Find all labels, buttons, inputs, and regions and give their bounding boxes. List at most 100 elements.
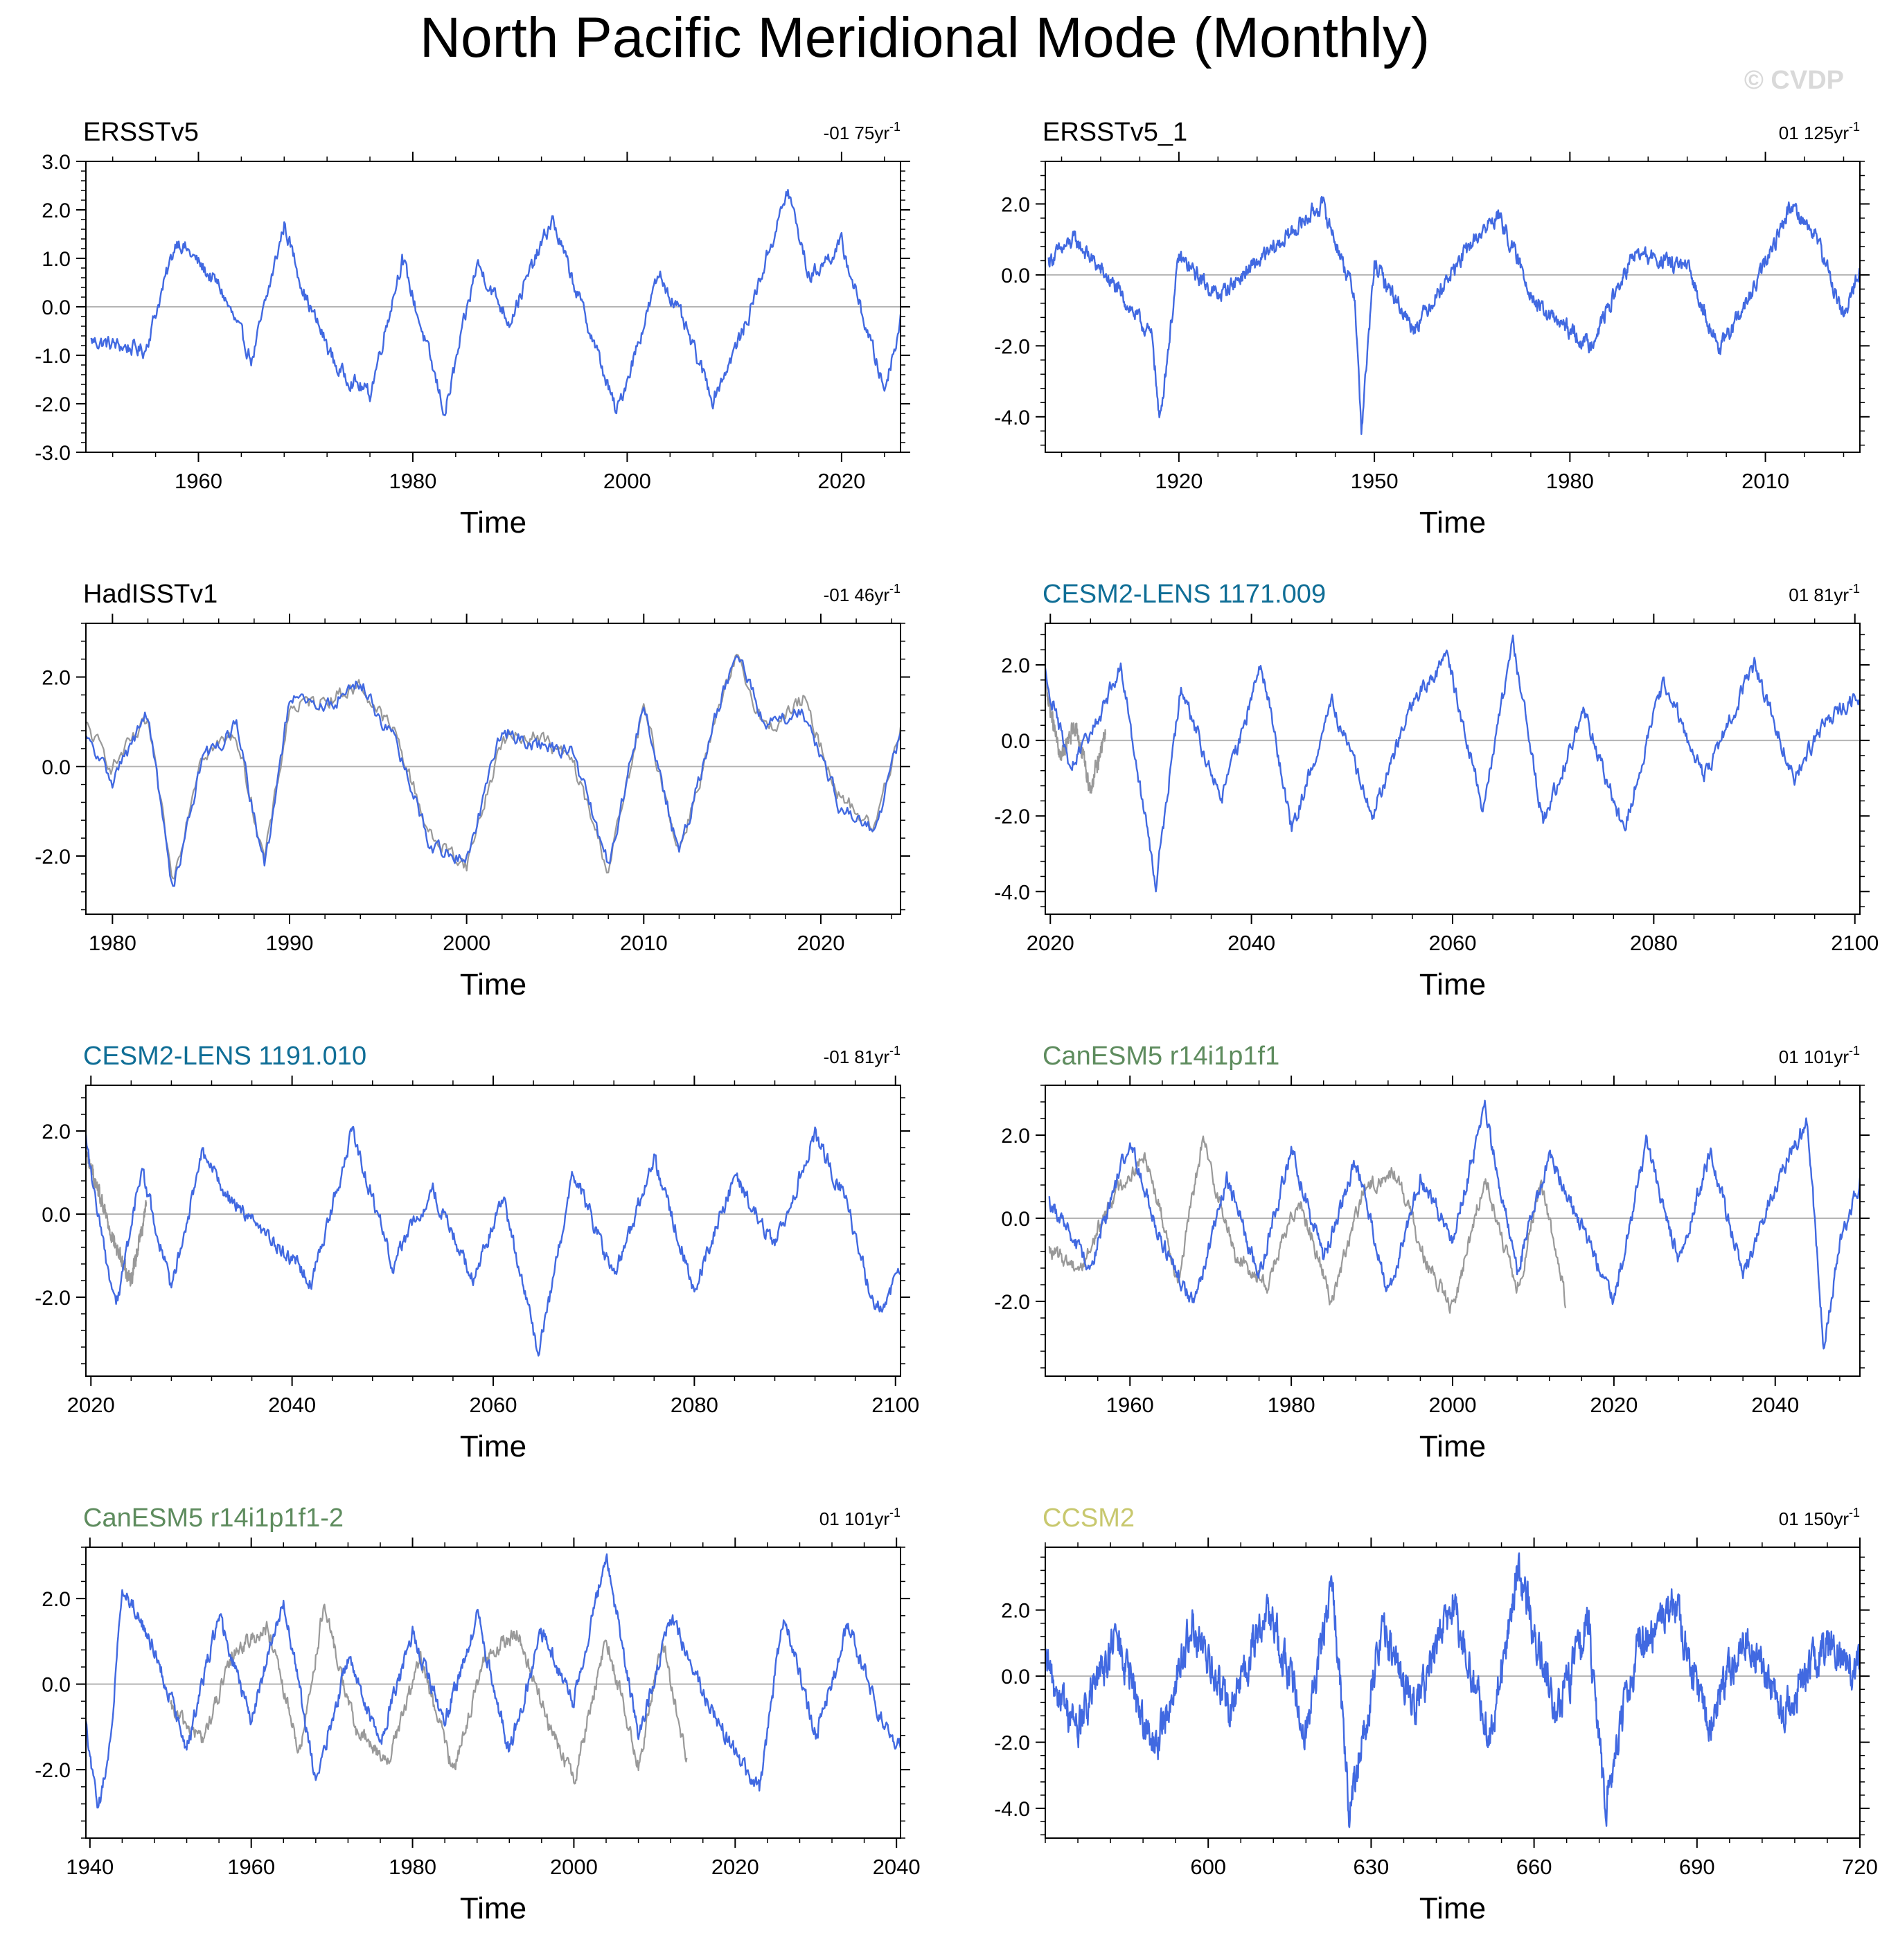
x-tick-label: 2100 bbox=[1831, 931, 1879, 955]
panel-title: CanESM5 r14i1p1f1 bbox=[1043, 1042, 1279, 1071]
x-tick-label: 1960 bbox=[175, 469, 222, 493]
x-tick-label: 2000 bbox=[603, 469, 651, 493]
panel-4: CESM2-LENS 1171.009 01 81yr-1 -4.0 -2.0 0.0 2… bbox=[994, 580, 1879, 1001]
plot-frame bbox=[1045, 1547, 1861, 1839]
x-tick-label: 1980 bbox=[389, 1855, 436, 1879]
x-tick-label: 690 bbox=[1679, 1855, 1715, 1879]
series-line-model bbox=[1048, 1099, 1860, 1350]
y-tick-label: 2.0 bbox=[42, 1588, 71, 1611]
x-tick-label: 630 bbox=[1354, 1855, 1390, 1879]
trend-label: 01 101yr-1 bbox=[1779, 1044, 1860, 1067]
y-tick-label: -4.0 bbox=[994, 407, 1030, 429]
panel-7: CanESM5 r14i1p1f1-2 01 101yr-1 -2.0 0.0 2.0 1… bbox=[35, 1504, 920, 1925]
panel-1: ERSSTv5 -01 75yr-1 -3.0 -2.0 -1.0 0.0 1.0 2.0 3.… bbox=[35, 118, 910, 540]
panel-title: CanESM5 r14i1p1f1-2 bbox=[83, 1504, 344, 1533]
series-line-model bbox=[1045, 634, 1860, 893]
y-tick-label: 0.0 bbox=[42, 756, 71, 779]
trend-value: 01 81yr bbox=[1789, 585, 1849, 605]
trend-exponent: -1 bbox=[889, 120, 901, 134]
figure-title: North Pacific Meridional Mode (Monthly) bbox=[420, 6, 1430, 69]
trend-label: 01 150yr-1 bbox=[1779, 1506, 1860, 1529]
x-tick-label: 2020 bbox=[1027, 931, 1074, 955]
x-axis-label: Time bbox=[460, 1891, 526, 1925]
trend-value: 01 125yr bbox=[1779, 123, 1850, 143]
x-tick-label: 2020 bbox=[67, 1393, 115, 1417]
plot-frame bbox=[85, 623, 901, 915]
trend-exponent: -1 bbox=[889, 1044, 901, 1058]
x-tick-label: 1940 bbox=[66, 1855, 114, 1879]
x-tick-label: 2060 bbox=[1429, 931, 1477, 955]
y-tick-label: 2.0 bbox=[1001, 1125, 1030, 1148]
y-tick-label: 2.0 bbox=[1001, 654, 1030, 677]
y-tick-label: -2.0 bbox=[35, 1759, 71, 1782]
x-tick-label: 660 bbox=[1516, 1855, 1552, 1879]
x-axis-label: Time bbox=[1419, 968, 1486, 1001]
x-tick-label: 1980 bbox=[89, 931, 136, 955]
panel-title: ERSSTv5 bbox=[83, 118, 199, 147]
x-tick-label: 1920 bbox=[1155, 469, 1203, 493]
y-tick-label: 2.0 bbox=[42, 1121, 71, 1143]
trend-exponent: -1 bbox=[889, 582, 901, 596]
x-tick-label: 2020 bbox=[1590, 1393, 1638, 1417]
x-tick-label: 2000 bbox=[550, 1855, 598, 1879]
trend-label: -01 81yr-1 bbox=[824, 1044, 901, 1067]
trend-exponent: -1 bbox=[1849, 120, 1860, 134]
y-tick-label: 0.0 bbox=[42, 296, 71, 319]
y-tick-label: -2.0 bbox=[35, 393, 71, 416]
x-axis-label: Time bbox=[460, 968, 526, 1001]
x-tick-label: 1980 bbox=[1546, 469, 1594, 493]
y-tick-label: 1.0 bbox=[42, 248, 71, 271]
x-tick-label: 2060 bbox=[470, 1393, 517, 1417]
trend-value: 01 150yr bbox=[1779, 1508, 1850, 1529]
x-tick-label: 1990 bbox=[266, 931, 314, 955]
y-tick-label: 2.0 bbox=[1001, 1600, 1030, 1623]
y-tick-label: -3.0 bbox=[35, 442, 71, 465]
y-tick-label: -2.0 bbox=[994, 805, 1030, 828]
x-axis-label: Time bbox=[1419, 1429, 1486, 1463]
x-tick-label: 2010 bbox=[1741, 469, 1789, 493]
panel-title: ERSSTv5_1 bbox=[1043, 118, 1187, 147]
x-tick-label: 2100 bbox=[871, 1393, 919, 1417]
trend-label: 01 101yr-1 bbox=[819, 1506, 901, 1529]
y-tick-label: 0.0 bbox=[1001, 730, 1030, 753]
x-tick-label: 2000 bbox=[1429, 1393, 1477, 1417]
y-tick-label: -2.0 bbox=[35, 846, 71, 868]
y-tick-label: 2.0 bbox=[42, 667, 71, 690]
y-tick-label: 2.0 bbox=[42, 199, 71, 222]
y-tick-label: -2.0 bbox=[35, 1287, 71, 1310]
x-tick-label: 1960 bbox=[227, 1855, 275, 1879]
x-tick-label: 600 bbox=[1190, 1855, 1226, 1879]
plot-frame bbox=[85, 1547, 901, 1839]
panel-grid: ERSSTv5 -01 75yr-1-3.0-2.0-1.00.01.02.03.… bbox=[35, 118, 1879, 1925]
y-tick-label: -4.0 bbox=[994, 1798, 1030, 1821]
series-line-model bbox=[86, 654, 901, 887]
trend-label: 01 81yr-1 bbox=[1789, 582, 1860, 605]
series-line-model bbox=[86, 1553, 901, 1809]
x-axis-label: Time bbox=[1419, 1891, 1486, 1925]
x-tick-label: 2020 bbox=[817, 469, 865, 493]
series-line-model bbox=[90, 188, 901, 416]
trend-value: 01 101yr bbox=[1779, 1046, 1850, 1067]
x-tick-label: 2020 bbox=[711, 1855, 759, 1879]
y-tick-label: -2.0 bbox=[994, 1732, 1030, 1755]
panel-title: CESM2-LENS 1171.009 bbox=[1043, 580, 1326, 609]
x-tick-label: 2040 bbox=[268, 1393, 316, 1417]
x-tick-label: 1980 bbox=[1268, 1393, 1315, 1417]
x-axis-label: Time bbox=[460, 1429, 526, 1463]
series-line-observed bbox=[1048, 1135, 1567, 1314]
x-tick-label: 2020 bbox=[797, 931, 844, 955]
x-tick-label: 2080 bbox=[671, 1393, 718, 1417]
series-line-observed bbox=[170, 1603, 688, 1785]
panel-title: CCSM2 bbox=[1043, 1504, 1135, 1533]
trend-exponent: -1 bbox=[1849, 1044, 1860, 1058]
series-line-observed bbox=[86, 1147, 148, 1287]
x-tick-label: 2040 bbox=[873, 1855, 921, 1879]
series-line-model bbox=[86, 1125, 901, 1357]
panel-8: CCSM2 01 150yr-1 -4.0 -2.0 0.0 2.0 600 630 660 69… bbox=[994, 1504, 1878, 1925]
panel-title: HadISSTv1 bbox=[83, 580, 218, 609]
y-tick-label: -2.0 bbox=[994, 335, 1030, 358]
x-axis-label: Time bbox=[1419, 506, 1486, 540]
x-tick-label: 1950 bbox=[1351, 469, 1399, 493]
trend-value: -01 46yr bbox=[824, 585, 890, 605]
